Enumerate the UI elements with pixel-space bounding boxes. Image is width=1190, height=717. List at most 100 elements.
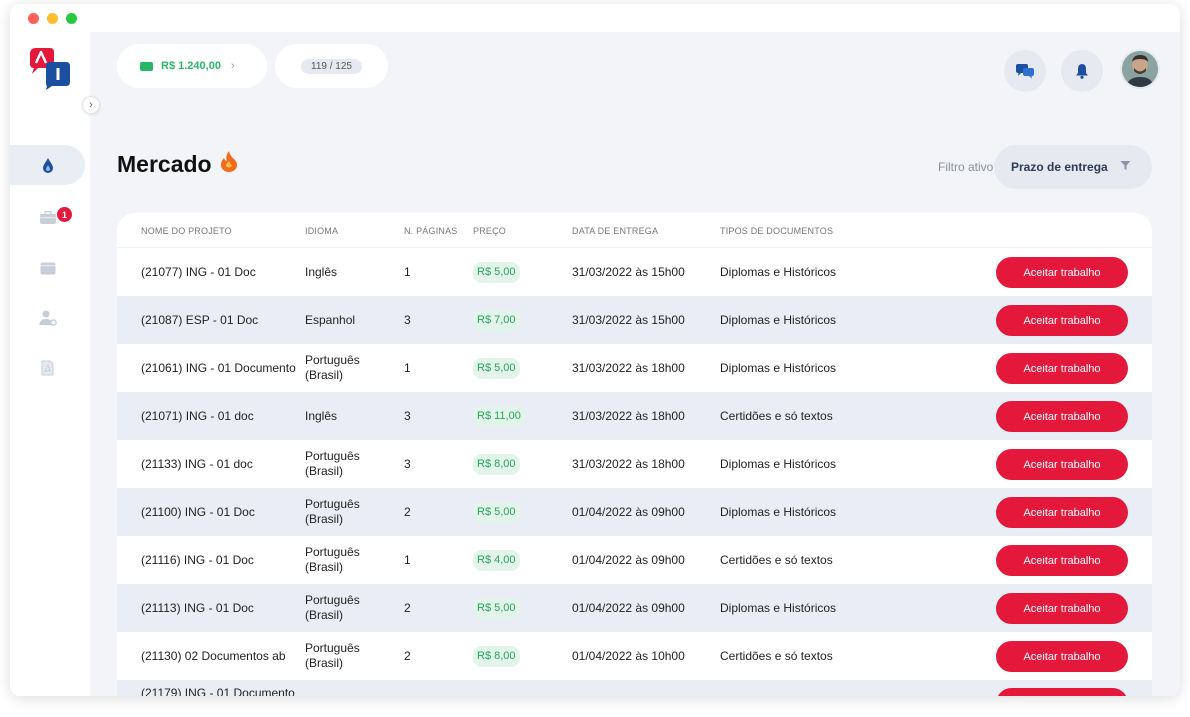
column-header-language[interactable]: IDIOMA [305, 226, 339, 236]
project-language: Português (Brasil) [305, 545, 360, 574]
project-name: (21116) ING - 01 Doc [141, 552, 254, 567]
project-document-types: Diplomas e Históricos [720, 504, 837, 519]
wallet-balance-button[interactable]: R$ 1.240,00 › [117, 44, 267, 88]
project-price: R$ 5,00 [473, 261, 520, 283]
project-document-types: Diplomas e Históricos [720, 360, 837, 375]
project-pages: 1 [404, 360, 411, 375]
sidebar-item-mercado[interactable] [10, 145, 85, 185]
accept-job-button[interactable]: Aceitar trabalho [996, 545, 1128, 576]
column-header-name[interactable]: NOME DO PROJETO [141, 226, 232, 236]
column-header-pages[interactable]: N. PÁGINAS [404, 226, 458, 236]
wallet-balance: R$ 1.240,00 [161, 60, 221, 72]
notifications-button[interactable] [1061, 50, 1103, 92]
accept-job-button[interactable]: Aceitar trabalho [996, 305, 1128, 336]
table-row: (21061) ING - 01 Documento Português (Br… [117, 344, 1152, 392]
drop-icon [42, 158, 53, 173]
project-language: Português (Brasil) [305, 641, 360, 670]
project-price: R$ 8,00 [473, 453, 520, 475]
project-language: Português (Brasil) [305, 497, 360, 526]
table-header: NOME DO PROJETO IDIOMA N. PÁGINAS PREÇO … [117, 213, 1152, 248]
accept-job-button[interactable]: Aceitar trabalho [996, 353, 1128, 384]
table-row: (21100) ING - 01 Doc Português (Brasil) … [117, 488, 1152, 536]
project-price-cell: R$ 5,00 [473, 248, 553, 296]
maximize-window-button[interactable] [66, 13, 77, 24]
column-header-date[interactable]: DATA DE ENTREGA [572, 226, 659, 236]
project-document-types: Certidões e só textos [720, 648, 833, 663]
table-row: (21179) ING - 01 Documento [117, 680, 1152, 696]
project-price-cell: R$ 5,00 [473, 488, 553, 536]
project-price: R$ 11,00 [473, 405, 525, 427]
accept-job-button[interactable]: Aceitar trabalho [996, 641, 1128, 672]
sidebar-item-profile[interactable] [10, 298, 85, 338]
sidebar: › 1 [10, 32, 100, 696]
jobs-count-badge: 1 [57, 207, 72, 222]
project-price: R$ 4,00 [473, 549, 520, 571]
project-pages: 2 [404, 600, 411, 615]
project-pages: 1 [404, 264, 411, 279]
project-delivery-date: 31/03/2022 às 15h00 [572, 264, 685, 279]
column-header-price[interactable]: PREÇO [473, 226, 507, 236]
project-delivery-date: 31/03/2022 às 18h00 [572, 360, 685, 375]
user-avatar[interactable] [1120, 49, 1160, 89]
window-titlebar [10, 4, 1180, 32]
active-filter-label: Filtro ativo: [938, 160, 997, 174]
project-name: (21087) ESP - 01 Doc [141, 312, 259, 327]
filter-funnel-icon [1120, 158, 1131, 176]
delivery-deadline-filter-button[interactable]: Prazo de entrega [994, 145, 1152, 189]
project-name: (21133) ING - 01 doc [141, 456, 253, 471]
column-header-types[interactable]: TIPOS DE DOCUMENTOS [720, 226, 834, 236]
project-name: (21113) ING - 01 Doc [141, 600, 254, 615]
project-price: R$ 7,00 [473, 309, 520, 331]
project-pages: 2 [404, 648, 411, 663]
pdf-file-icon [41, 360, 54, 376]
project-document-types: Diplomas e Históricos [720, 456, 837, 471]
project-delivery-date: 31/03/2022 às 15h00 [572, 312, 685, 327]
project-price: R$ 5,00 [473, 357, 520, 379]
project-pages: 1 [404, 552, 411, 567]
accept-job-button[interactable]: Aceitar trabalho [996, 449, 1128, 480]
project-price-cell: R$ 5,00 [473, 584, 553, 632]
chevron-right-icon: › [230, 60, 235, 72]
accept-job-button[interactable]: Aceitar trabalho [996, 401, 1128, 432]
project-pages: 3 [404, 408, 411, 423]
table-row: (21071) ING - 01 doc Inglês 3 R$ 11,00 3… [117, 392, 1152, 440]
sidebar-item-documents[interactable] [10, 348, 85, 388]
user-settings-icon [39, 310, 57, 326]
project-price-cell: R$ 4,00 [473, 536, 553, 584]
table-row: (21077) ING - 01 Doc Inglês 1 R$ 5,00 31… [117, 248, 1152, 296]
project-price-cell: R$ 8,00 [473, 440, 553, 488]
table-row: (21130) 02 Documentos ab Português (Bras… [117, 632, 1152, 680]
project-name: (21077) ING - 01 Doc [141, 264, 256, 279]
close-window-button[interactable] [28, 13, 39, 24]
jobs-counter-value: 119 / 125 [301, 58, 362, 74]
sidebar-item-jobs[interactable]: 1 [10, 198, 85, 238]
messages-button[interactable] [1004, 50, 1046, 92]
app-logo[interactable] [28, 46, 74, 92]
projects-table: NOME DO PROJETO IDIOMA N. PÁGINAS PREÇO … [117, 213, 1152, 696]
project-document-types: Certidões e só textos [720, 552, 833, 567]
table-row: (21113) ING - 01 Doc Português (Brasil) … [117, 584, 1152, 632]
project-price: R$ 8,00 [473, 645, 520, 667]
accept-job-button[interactable]: Aceitar trabalho [996, 497, 1128, 528]
accept-job-button[interactable]: Aceitar trabalho [996, 257, 1128, 288]
chat-bubbles-icon [1016, 64, 1034, 79]
project-delivery-date: 01/04/2022 às 09h00 [572, 552, 685, 567]
chevron-right-icon: › [89, 99, 93, 111]
main-content: R$ 1.240,00 › 119 / 125 [90, 32, 1180, 696]
project-language: Espanhol [305, 312, 356, 327]
page-title: Mercado [117, 150, 238, 178]
project-pages: 3 [404, 312, 411, 327]
project-language: Português (Brasil) [305, 353, 360, 382]
project-document-types: Certidões e só textos [720, 408, 833, 423]
project-price: R$ 5,00 [473, 597, 520, 619]
accept-job-button[interactable] [996, 688, 1128, 696]
project-language: Inglês [305, 408, 338, 423]
project-price-cell: R$ 7,00 [473, 296, 553, 344]
sidebar-item-wallet[interactable] [10, 248, 85, 288]
minimize-window-button[interactable] [47, 13, 58, 24]
briefcase-icon [39, 211, 56, 224]
collapse-sidebar-button[interactable]: › [82, 96, 100, 114]
wallet-icon [140, 61, 153, 71]
accept-job-button[interactable]: Aceitar trabalho [996, 593, 1128, 624]
project-price: R$ 5,00 [473, 501, 520, 523]
